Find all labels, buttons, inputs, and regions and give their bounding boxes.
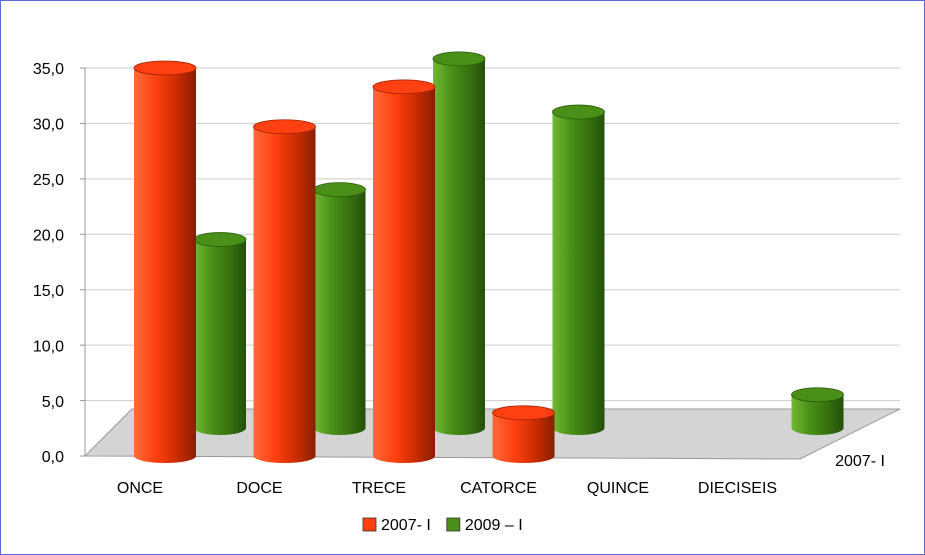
x-tick-label: DIECISEIS (698, 480, 777, 497)
bar (432, 51, 486, 436)
y-tick-label: 5,0 (42, 394, 64, 411)
y-tick-label: 25,0 (33, 172, 64, 189)
bar-body (492, 412, 555, 464)
bar-top (133, 60, 197, 76)
bar-body (194, 239, 246, 435)
y-tick-label: 0,0 (42, 449, 64, 466)
bar-body (433, 58, 485, 436)
y-tick-label: 20,0 (33, 228, 64, 245)
y-tick-label: 15,0 (33, 283, 64, 300)
bar-top (432, 51, 486, 67)
x-tick-label: TRECE (352, 480, 406, 497)
x-tick-label: DOCE (236, 480, 282, 497)
legend-swatch (446, 517, 461, 532)
bar (313, 182, 366, 436)
bar-body (373, 86, 435, 464)
bar (552, 104, 605, 436)
bar-top (313, 182, 366, 198)
y-tick-label: 35,0 (33, 61, 64, 78)
bar (372, 79, 436, 464)
legend-label: 2007- I (381, 517, 431, 534)
bar-body (313, 189, 366, 436)
bar-body (253, 126, 316, 464)
y-tick-label: 30,0 (33, 117, 64, 134)
bar-body (134, 68, 196, 463)
bar-body (791, 394, 844, 436)
y-tick-label: 10,0 (33, 338, 64, 355)
bar-top (253, 119, 316, 135)
bar (193, 232, 247, 435)
bar-top (492, 405, 555, 421)
bar-body (552, 112, 605, 436)
bar (253, 119, 316, 464)
bar-top (372, 79, 436, 95)
bar-top (193, 232, 247, 247)
legend-label: 2009 – I (465, 517, 523, 534)
x-tick-label: QUINCE (587, 480, 649, 497)
bar (492, 405, 555, 464)
bar (791, 387, 844, 436)
x-tick-label: CATORCE (460, 480, 537, 497)
legend-swatch (362, 517, 377, 532)
bar-top (552, 104, 605, 120)
x-tick-label: ONCE (117, 480, 163, 497)
depth-label: 2007- I (835, 453, 885, 470)
bar-top (791, 387, 844, 403)
bar (133, 60, 197, 463)
